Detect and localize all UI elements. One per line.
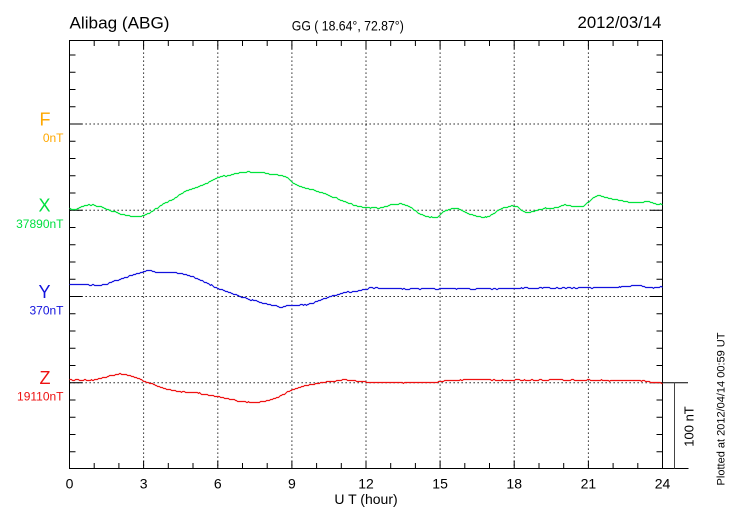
svg-text:15: 15 [432, 475, 448, 491]
svg-text:0nT: 0nT [43, 131, 64, 145]
svg-text:100 nT: 100 nT [682, 406, 697, 447]
svg-text:370nT: 370nT [29, 303, 64, 317]
svg-text:Alibag (ABG): Alibag (ABG) [70, 14, 170, 33]
svg-text:2012/03/14: 2012/03/14 [578, 13, 662, 32]
svg-text:19110nT: 19110nT [17, 390, 64, 404]
svg-text:GG ( 18.64°, 72.87°): GG ( 18.64°, 72.87°) [292, 18, 404, 34]
svg-text:Z: Z [40, 368, 51, 388]
svg-text:Y: Y [38, 282, 50, 302]
svg-text:X: X [38, 196, 50, 216]
svg-text:37890nT: 37890nT [16, 217, 64, 231]
svg-text:F: F [40, 109, 51, 129]
svg-text:21: 21 [581, 475, 597, 491]
svg-text:0: 0 [66, 475, 74, 491]
svg-text:3: 3 [140, 475, 148, 491]
svg-text:Plotted at 2012/04/14 00:59 UT: Plotted at 2012/04/14 00:59 UT [716, 332, 728, 485]
svg-text:U T (hour): U T (hour) [334, 491, 397, 507]
svg-text:12: 12 [358, 475, 374, 491]
svg-text:24: 24 [655, 475, 671, 491]
svg-text:18: 18 [506, 475, 522, 491]
svg-text:9: 9 [288, 475, 296, 491]
svg-text:6: 6 [214, 475, 222, 491]
